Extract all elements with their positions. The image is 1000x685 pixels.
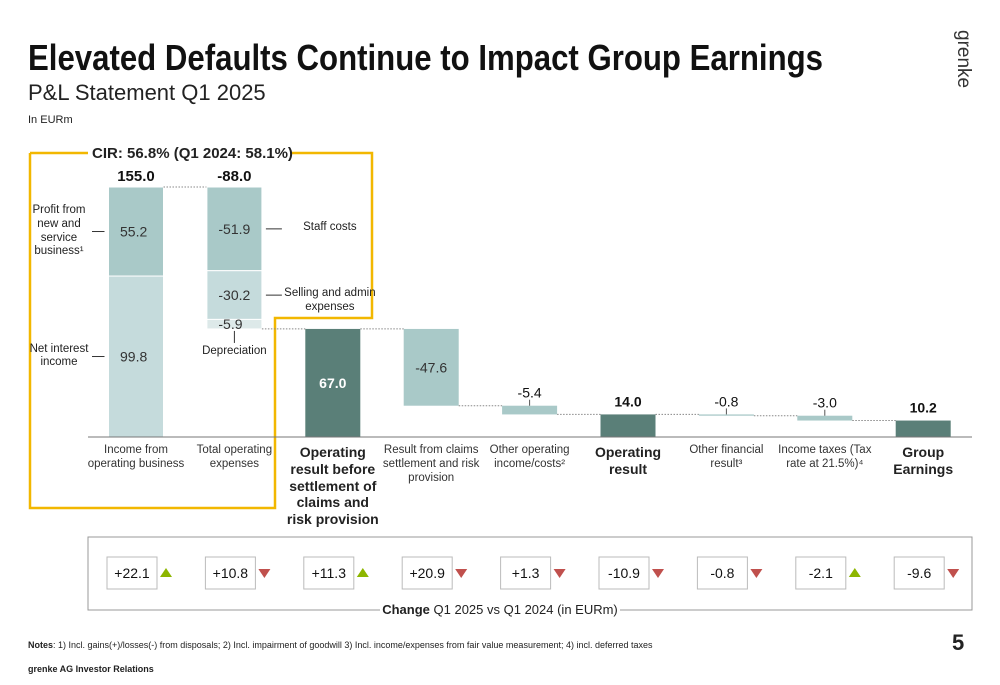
bar-value-label: -3.0 <box>813 395 837 411</box>
change-box <box>598 556 650 590</box>
bar <box>895 420 951 437</box>
category-label: Result from claims settlement and risk p… <box>382 444 480 484</box>
bar-value-label: -0.8 <box>714 393 738 409</box>
notes-text: : 1) Incl. gains(+)/losses(-) from dispo… <box>53 640 653 650</box>
bar-value-label: 67.0 <box>319 375 346 391</box>
change-value: +20.9 <box>409 565 445 581</box>
change-arrow <box>848 568 861 577</box>
segment-value: 99.8 <box>120 349 147 365</box>
segment-value: -5.9 <box>218 316 242 332</box>
segment-value: 55.2 <box>120 224 147 240</box>
subtitle: P&L Statement Q1 2025 <box>28 80 266 105</box>
bar-segment <box>206 270 263 320</box>
change-box <box>106 556 158 590</box>
change-title-rest: Q1 2025 vs Q1 2024 (in EURm) <box>433 602 618 617</box>
change-arrow <box>258 569 271 578</box>
segment-label: Staff costs <box>303 220 357 233</box>
change-arrow <box>356 568 369 577</box>
unit: In EURm <box>28 114 73 126</box>
segment-value: -51.9 <box>218 221 250 237</box>
change-box <box>795 556 847 590</box>
cir-frame <box>28 151 374 510</box>
bar <box>305 328 361 437</box>
bar-total-label: -88.0 <box>217 168 251 185</box>
change-arrow <box>160 568 172 577</box>
bar-value-label: 10.2 <box>910 400 937 416</box>
bar-total-label: 155.0 <box>117 168 155 185</box>
segment-value: -30.2 <box>218 287 250 303</box>
change-arrow <box>553 569 566 578</box>
change-arrow <box>455 569 468 578</box>
bar <box>698 414 754 416</box>
company: grenke AG Investor Relations <box>28 664 154 674</box>
change-arrow <box>652 569 664 578</box>
category-label: Other financial result³ <box>689 444 764 470</box>
segment-label: Selling and admin expenses <box>284 287 376 313</box>
change-value: -2.1 <box>809 565 833 581</box>
bar-value-label: 14.0 <box>614 393 641 409</box>
change-title: Change Q1 2025 vs Q1 2024 (in EURm) <box>380 602 620 618</box>
bar-segment <box>108 186 164 277</box>
bar <box>797 415 853 421</box>
change-value: -10.9 <box>608 565 640 581</box>
page-number: 5 <box>952 630 965 655</box>
notes: Notes: 1) Incl. gains(+)/losses(-) from … <box>28 640 653 651</box>
change-box <box>500 556 552 590</box>
change-value: +10.8 <box>213 565 249 581</box>
category-label: Other operating income/costs² <box>489 444 570 470</box>
category-label: Total operating expenses <box>196 444 273 470</box>
bar-value-label: -5.4 <box>518 385 542 401</box>
category-label: Income taxes (Tax rate at 21.5%)⁴ <box>778 444 872 470</box>
bar-segment <box>108 275 164 438</box>
cir-annotation: CIR: 56.8% (Q1 2024: 58.1%) <box>92 145 293 162</box>
segment-label: Profit from new and service business¹ <box>32 204 86 258</box>
notes-label: Notes <box>28 640 54 650</box>
change-title-bold: Change <box>382 602 430 617</box>
change-box <box>401 556 453 590</box>
change-box <box>303 556 355 590</box>
change-value: +22.1 <box>114 565 150 581</box>
title: Elevated Defaults Continue to Impact Gro… <box>28 37 823 78</box>
category-label: Operating result <box>594 444 662 477</box>
bar-value-label: -47.6 <box>415 359 447 375</box>
bar <box>403 328 459 406</box>
change-value: -9.6 <box>907 565 931 581</box>
category-label: Operating result before settlement of cl… <box>286 444 379 528</box>
change-box <box>696 556 748 590</box>
change-arrow <box>750 569 763 578</box>
change-value: -0.8 <box>710 565 734 581</box>
change-box <box>893 556 945 590</box>
bar <box>502 405 558 415</box>
segment-label: Depreciation <box>202 344 267 357</box>
change-arrow <box>947 569 960 578</box>
bar-segment <box>206 186 263 272</box>
segment-label: Net interest income <box>29 342 89 369</box>
change-box <box>204 556 256 590</box>
change-value: +1.3 <box>512 565 540 581</box>
brand: grenke <box>953 30 974 88</box>
change-value: +11.3 <box>312 565 347 581</box>
bar <box>600 414 656 437</box>
category-label: Group Earnings <box>893 444 954 477</box>
bar-segment <box>206 318 263 330</box>
category-label: Income from operating business <box>87 444 185 470</box>
